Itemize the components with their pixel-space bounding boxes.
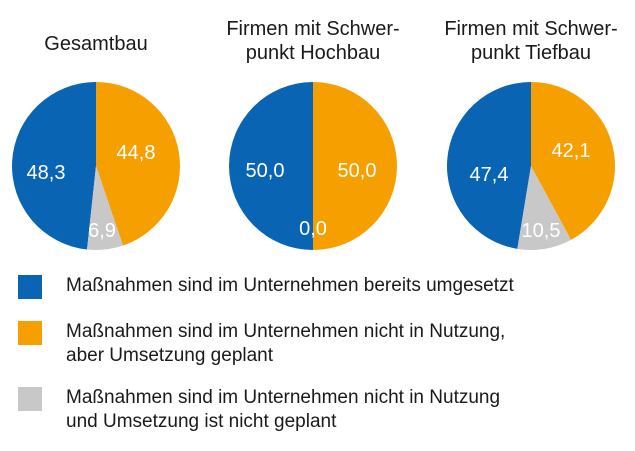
legend-item-umgesetzt: Maßnahmen sind im Unternehmen bereits um…: [18, 274, 514, 299]
chart-title-1-line-1: Gesamtbau: [44, 33, 147, 55]
pie-chart-2: Firmen mit Schwer-punkt Hochbau 50,0 50,0 0…: [226, 18, 400, 250]
pie-slice-geplant-3: [531, 82, 615, 240]
pie-slice-geplant-1: [96, 82, 180, 246]
data-label-umgesetzt-1: 48,3: [27, 162, 66, 184]
pie-chart-3: Firmen mit Schwer-punkt Tiefbau 47,4 42,1 1…: [444, 18, 618, 251]
chart-title-3-line-1: Firmen mit Schwer-: [444, 18, 617, 40]
pie-slice-umgesetzt-3: [447, 82, 531, 249]
pie-slice-umgesetzt-2: [229, 82, 313, 250]
pie-slice-umgesetzt-1: [11, 82, 96, 250]
legend-swatch-nicht-geplant: [18, 387, 42, 411]
data-label-umgesetzt-3: 47,4: [470, 164, 509, 186]
data-label-geplant-1: 44,8: [117, 142, 156, 164]
pie-slice-geplant-2: [313, 82, 397, 250]
chart-title-2-line-2: punkt Hochbau: [246, 42, 381, 64]
legend-label-nicht-geplant: Maßnahmen sind im Unternehmen nicht in N…: [66, 387, 501, 432]
data-label-geplant-3: 42,1: [552, 140, 591, 162]
legend-swatch-umgesetzt: [18, 275, 42, 299]
legend-label-geplant: Maßnahmen sind im Unternehmen nicht in N…: [66, 321, 506, 366]
pie-chart-1: Gesamtbau 48,3 44,8 6,9: [11, 33, 180, 251]
data-label-nicht-geplant-2: 0,0: [299, 218, 327, 240]
data-label-umgesetzt-2: 50,0: [246, 160, 285, 182]
pie-slice-nicht-geplant-3: [517, 166, 572, 251]
data-label-geplant-2: 50,0: [338, 160, 377, 182]
pie-slice-nicht-geplant-1: [87, 166, 123, 251]
chart-title-3-line-2: punkt Tiefbau: [471, 42, 591, 64]
data-label-nicht-geplant-1: 6,9: [88, 220, 116, 242]
chart-title-2-line-1: Firmen mit Schwer-: [226, 18, 399, 40]
legend-item-geplant: Maßnahmen sind im Unternehmen nicht in N…: [18, 320, 505, 368]
legend-item-nicht-geplant: Maßnahmen sind im Unternehmen nicht in N…: [18, 386, 500, 434]
legend-label-umgesetzt: Maßnahmen sind im Unternehmen bereits um…: [66, 275, 514, 296]
legend-swatch-geplant: [18, 321, 42, 345]
data-label-nicht-geplant-3: 10,5: [522, 220, 561, 242]
